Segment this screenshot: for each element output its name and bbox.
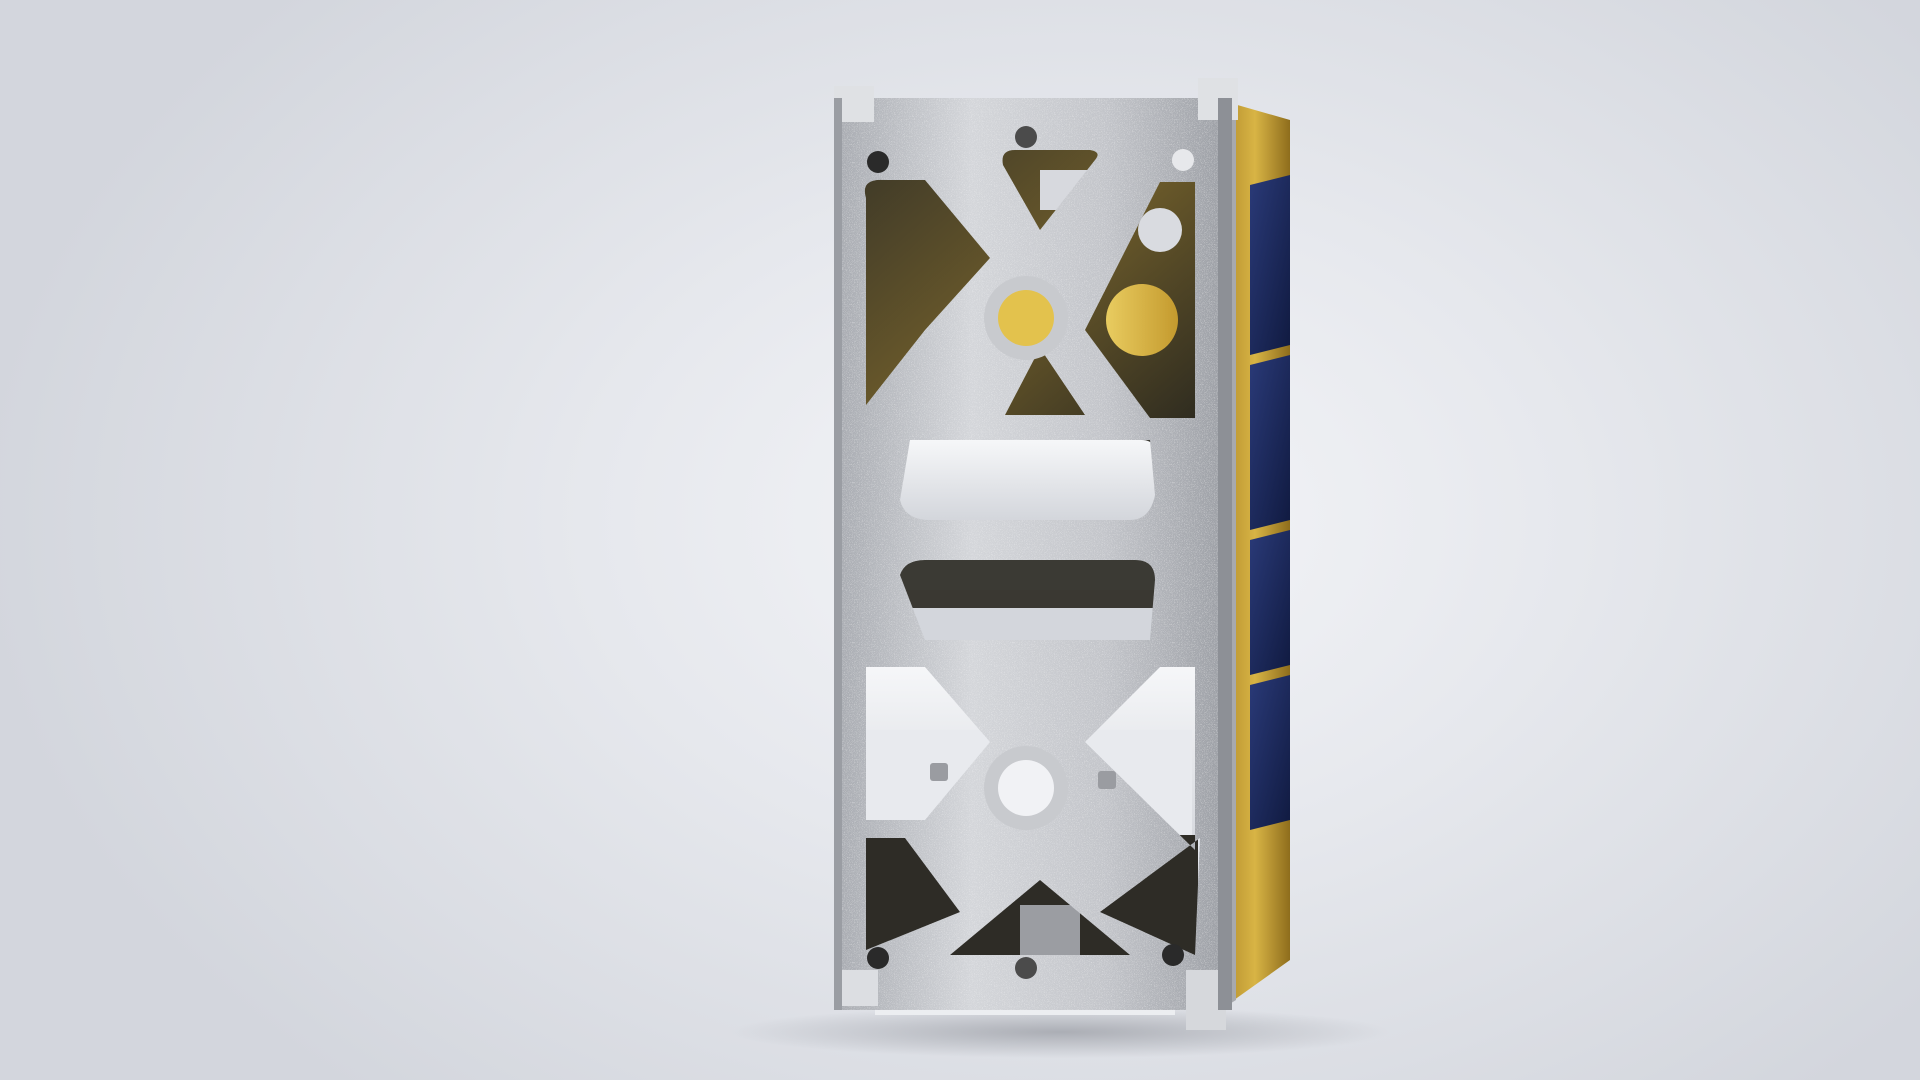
edge-rail <box>1218 98 1232 1010</box>
solar-cell <box>1250 675 1290 830</box>
screw <box>1098 771 1116 789</box>
center-hole <box>998 760 1054 816</box>
screw <box>930 763 948 781</box>
solar-cell <box>1250 355 1290 530</box>
mount-hole <box>1015 126 1037 148</box>
solar-cell <box>1250 175 1290 355</box>
mount-hole <box>867 151 889 173</box>
mount-hole <box>867 947 889 969</box>
solar-cell <box>1250 530 1290 675</box>
mount-hole <box>1172 149 1194 171</box>
edge-rail <box>834 98 842 1010</box>
center-hole <box>998 290 1054 346</box>
mount-hole <box>1015 957 1037 979</box>
front-frame <box>838 98 1220 1010</box>
mount-hole <box>1162 944 1184 966</box>
